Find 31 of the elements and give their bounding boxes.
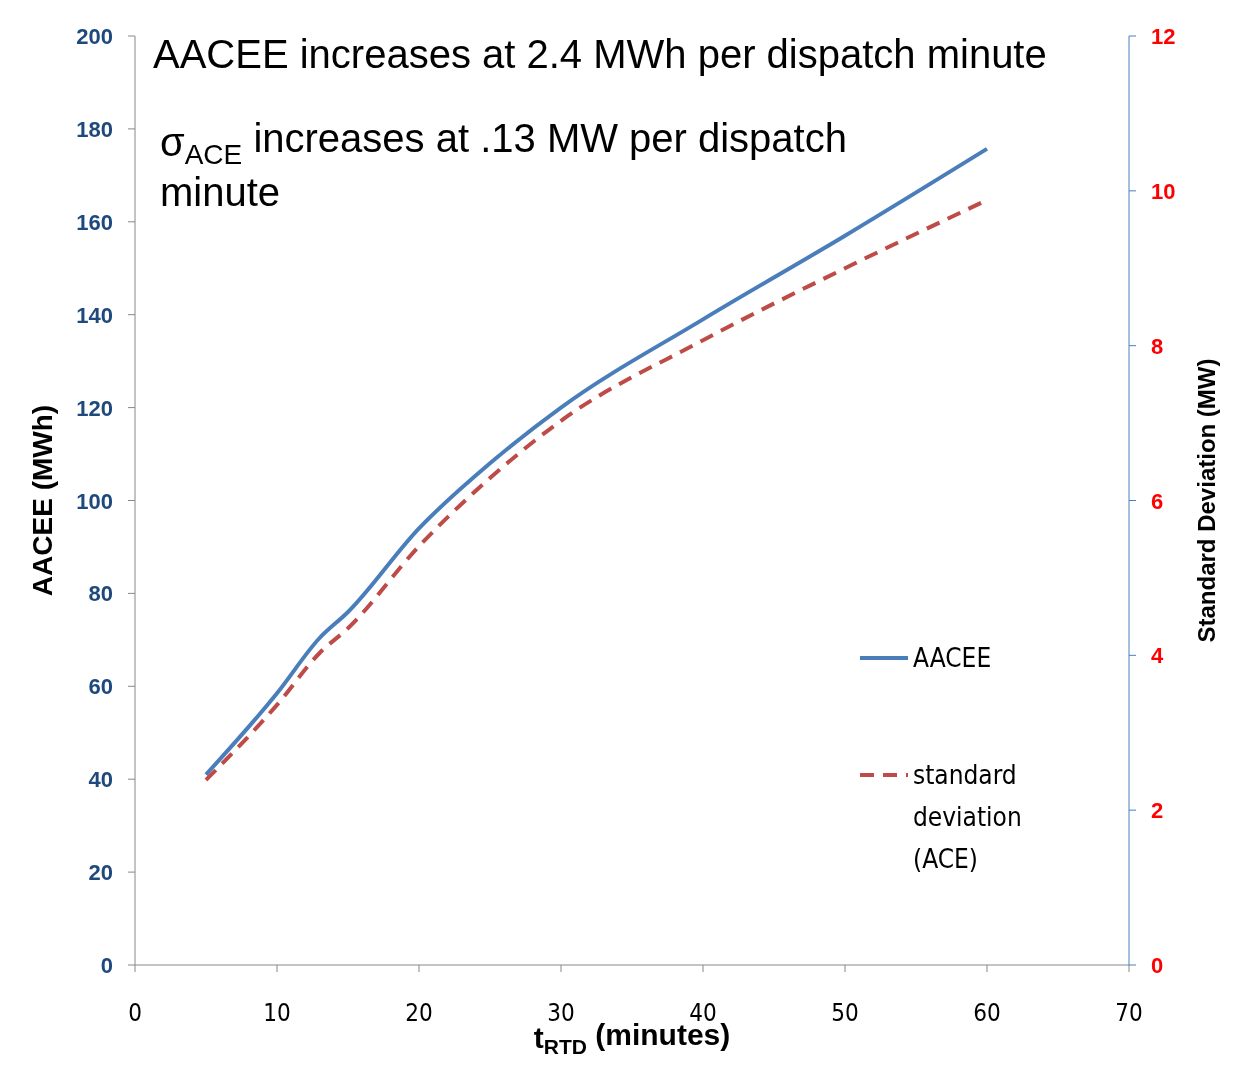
x-tick-label: 10 bbox=[263, 999, 291, 1027]
x-tick-label: 60 bbox=[973, 999, 1001, 1027]
x-tick-label: 70 bbox=[1115, 999, 1143, 1027]
y-tick-label: 200 bbox=[76, 24, 113, 49]
x-tick-label: 0 bbox=[128, 999, 142, 1027]
x-tick-label: 20 bbox=[405, 999, 433, 1027]
legend-label: AACEE bbox=[913, 643, 992, 673]
y2-tick-label: 2 bbox=[1151, 798, 1164, 824]
y2-tick-label: 8 bbox=[1151, 333, 1164, 359]
legend-label: standard deviation (ACE) bbox=[913, 760, 1022, 874]
y2-tick-label: 0 bbox=[1151, 953, 1164, 978]
y2-tick-label: 12 bbox=[1151, 24, 1176, 49]
y-tick-label: 20 bbox=[88, 860, 113, 886]
annotation: σ$_{ACE}$ increases at .13 MW per dispatch minute bbox=[160, 116, 847, 214]
y-axis-title: AACEE (MWh) bbox=[27, 404, 58, 597]
y2-axis-title: Standard Deviation (MW) bbox=[1193, 358, 1220, 643]
y-tick-label: 180 bbox=[76, 116, 113, 142]
y2-tick-label: 6 bbox=[1151, 488, 1164, 514]
y-tick-label: 100 bbox=[76, 488, 113, 514]
y-tick-label: 80 bbox=[88, 581, 113, 607]
y2-tick-label: 10 bbox=[1151, 178, 1176, 204]
annotation: AACEE increases at 2.4 MWh per dispatch minute bbox=[153, 32, 1047, 76]
y-tick-label: 0 bbox=[100, 953, 113, 978]
y-tick-label: 120 bbox=[76, 395, 113, 421]
x-tick-label: 40 bbox=[689, 999, 717, 1027]
y-tick-label: 140 bbox=[76, 302, 113, 328]
y2-tick-label: 4 bbox=[1151, 643, 1164, 669]
y-tick-label: 160 bbox=[76, 209, 113, 235]
y-tick-label: 40 bbox=[88, 767, 113, 793]
y-tick-label: 60 bbox=[88, 674, 113, 700]
x-tick-label: 50 bbox=[831, 999, 859, 1027]
